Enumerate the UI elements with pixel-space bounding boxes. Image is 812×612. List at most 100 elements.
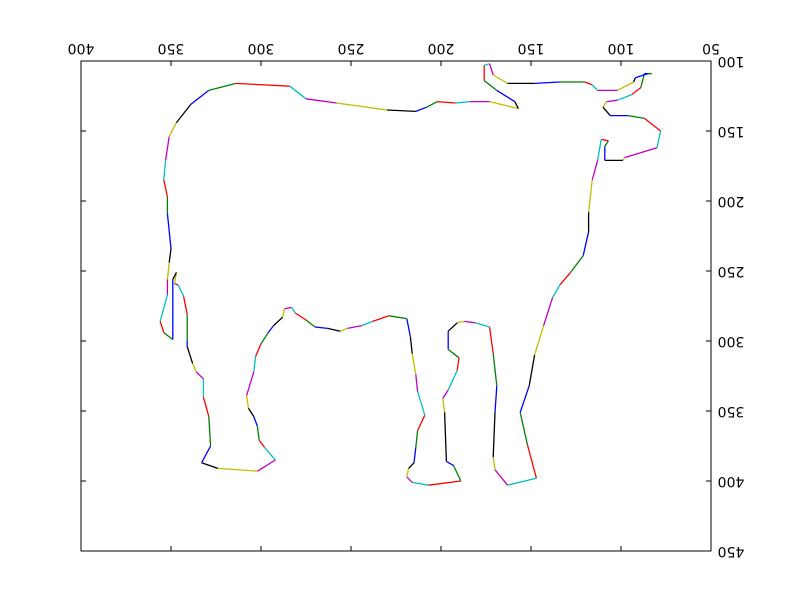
outline-segment (492, 412, 496, 458)
outline-segment (447, 322, 458, 332)
outline-segment (168, 248, 172, 263)
outline-segment (190, 89, 210, 105)
outline-segment (289, 85, 307, 100)
outline-segment (475, 322, 490, 328)
outline-segment (406, 468, 410, 477)
y-tick-label: 250 (718, 263, 745, 279)
outline-segment (644, 117, 661, 132)
x-tick-label: 100 (608, 40, 635, 56)
outline-segment (437, 100, 456, 104)
outline-segment (488, 63, 494, 76)
x-tick-label: 400 (68, 40, 95, 56)
x-tick-label: 300 (248, 40, 275, 56)
outline-segment (163, 332, 174, 341)
outline-segment (622, 157, 626, 161)
outline-segment (412, 481, 429, 486)
outline-segment (488, 326, 494, 354)
outline-segment (291, 307, 296, 314)
outline-segment (602, 106, 611, 117)
y-tick-label: 300 (718, 333, 745, 349)
outline-segment (631, 87, 642, 96)
outline-segment (411, 353, 417, 375)
outline-segment (245, 395, 250, 409)
outline-segment (628, 114, 645, 120)
outline-segment (305, 98, 337, 104)
outline-segment (453, 465, 462, 482)
outline-segment (624, 147, 658, 159)
outline-segment (633, 77, 636, 83)
outline-segment (406, 476, 413, 483)
outline-segment (208, 82, 236, 92)
outline-segment (281, 308, 286, 318)
outline-segment (372, 315, 390, 323)
outline-segment (456, 357, 460, 371)
outline-segment (584, 81, 593, 86)
x-tick-label: 250 (338, 40, 365, 56)
outline-segment (164, 136, 170, 161)
outline-segment (388, 315, 407, 320)
outline-segment (186, 346, 194, 364)
outline-segment (361, 320, 373, 327)
outline-segment (284, 306, 292, 310)
outline-segment (519, 385, 530, 413)
outline-segment (413, 447, 417, 463)
plot-frame (80, 60, 712, 552)
outline-segment (494, 385, 498, 413)
outline-segment (166, 213, 172, 249)
outline-segment (175, 103, 192, 124)
outline-segment (602, 101, 608, 108)
outline-segment (528, 354, 536, 386)
outline-segment (492, 74, 508, 84)
outline-segment (489, 100, 519, 110)
outline-segment (492, 353, 498, 386)
outline-segment (245, 371, 255, 396)
outline-segment (428, 480, 461, 486)
y-tick-label: 200 (718, 193, 745, 209)
outline-segment (494, 469, 509, 486)
outline-segment (514, 101, 519, 109)
outline-segment (606, 99, 618, 103)
outline-segment (163, 179, 169, 197)
outline-segment (464, 320, 476, 324)
outline-segment (640, 73, 646, 88)
outline-segment (264, 446, 276, 461)
x-tick-label: 350 (158, 40, 185, 56)
outline-segment (163, 160, 167, 181)
y-tick-label: 100 (718, 53, 745, 69)
x-tick-label: 200 (428, 40, 455, 56)
outline-segment (305, 319, 316, 328)
outline-segment (174, 282, 179, 286)
outline-segment (159, 294, 169, 322)
outline-segment (273, 316, 284, 327)
outline-segment (455, 100, 470, 104)
outline-segment (217, 467, 258, 472)
outline-segment (617, 81, 634, 91)
outline-segment (201, 462, 219, 470)
outline-segment (415, 374, 419, 392)
outline-segment (582, 231, 590, 256)
outline-segment (253, 356, 257, 372)
outline-segment (192, 363, 197, 373)
outline-segment (208, 416, 212, 447)
outline-segment (507, 477, 537, 486)
outline-segment (182, 296, 188, 315)
outline-segment (601, 138, 609, 142)
y-tick-label: 350 (718, 403, 745, 419)
outline-segment (591, 84, 599, 91)
outline-segment (172, 272, 177, 280)
y-tick-label: 450 (718, 543, 745, 559)
y-tick-label: 400 (718, 473, 745, 489)
outline-segment (596, 139, 602, 161)
outline-segment (327, 327, 341, 332)
outline-segment (347, 324, 362, 330)
outline-segment (447, 348, 460, 359)
outline-segment (247, 407, 255, 417)
outline-segment (409, 336, 413, 354)
outline-segment (656, 130, 662, 148)
outline-segment (255, 343, 262, 357)
outline-segment (442, 389, 449, 399)
outline-segment (442, 398, 446, 413)
outline-segment (457, 320, 465, 324)
